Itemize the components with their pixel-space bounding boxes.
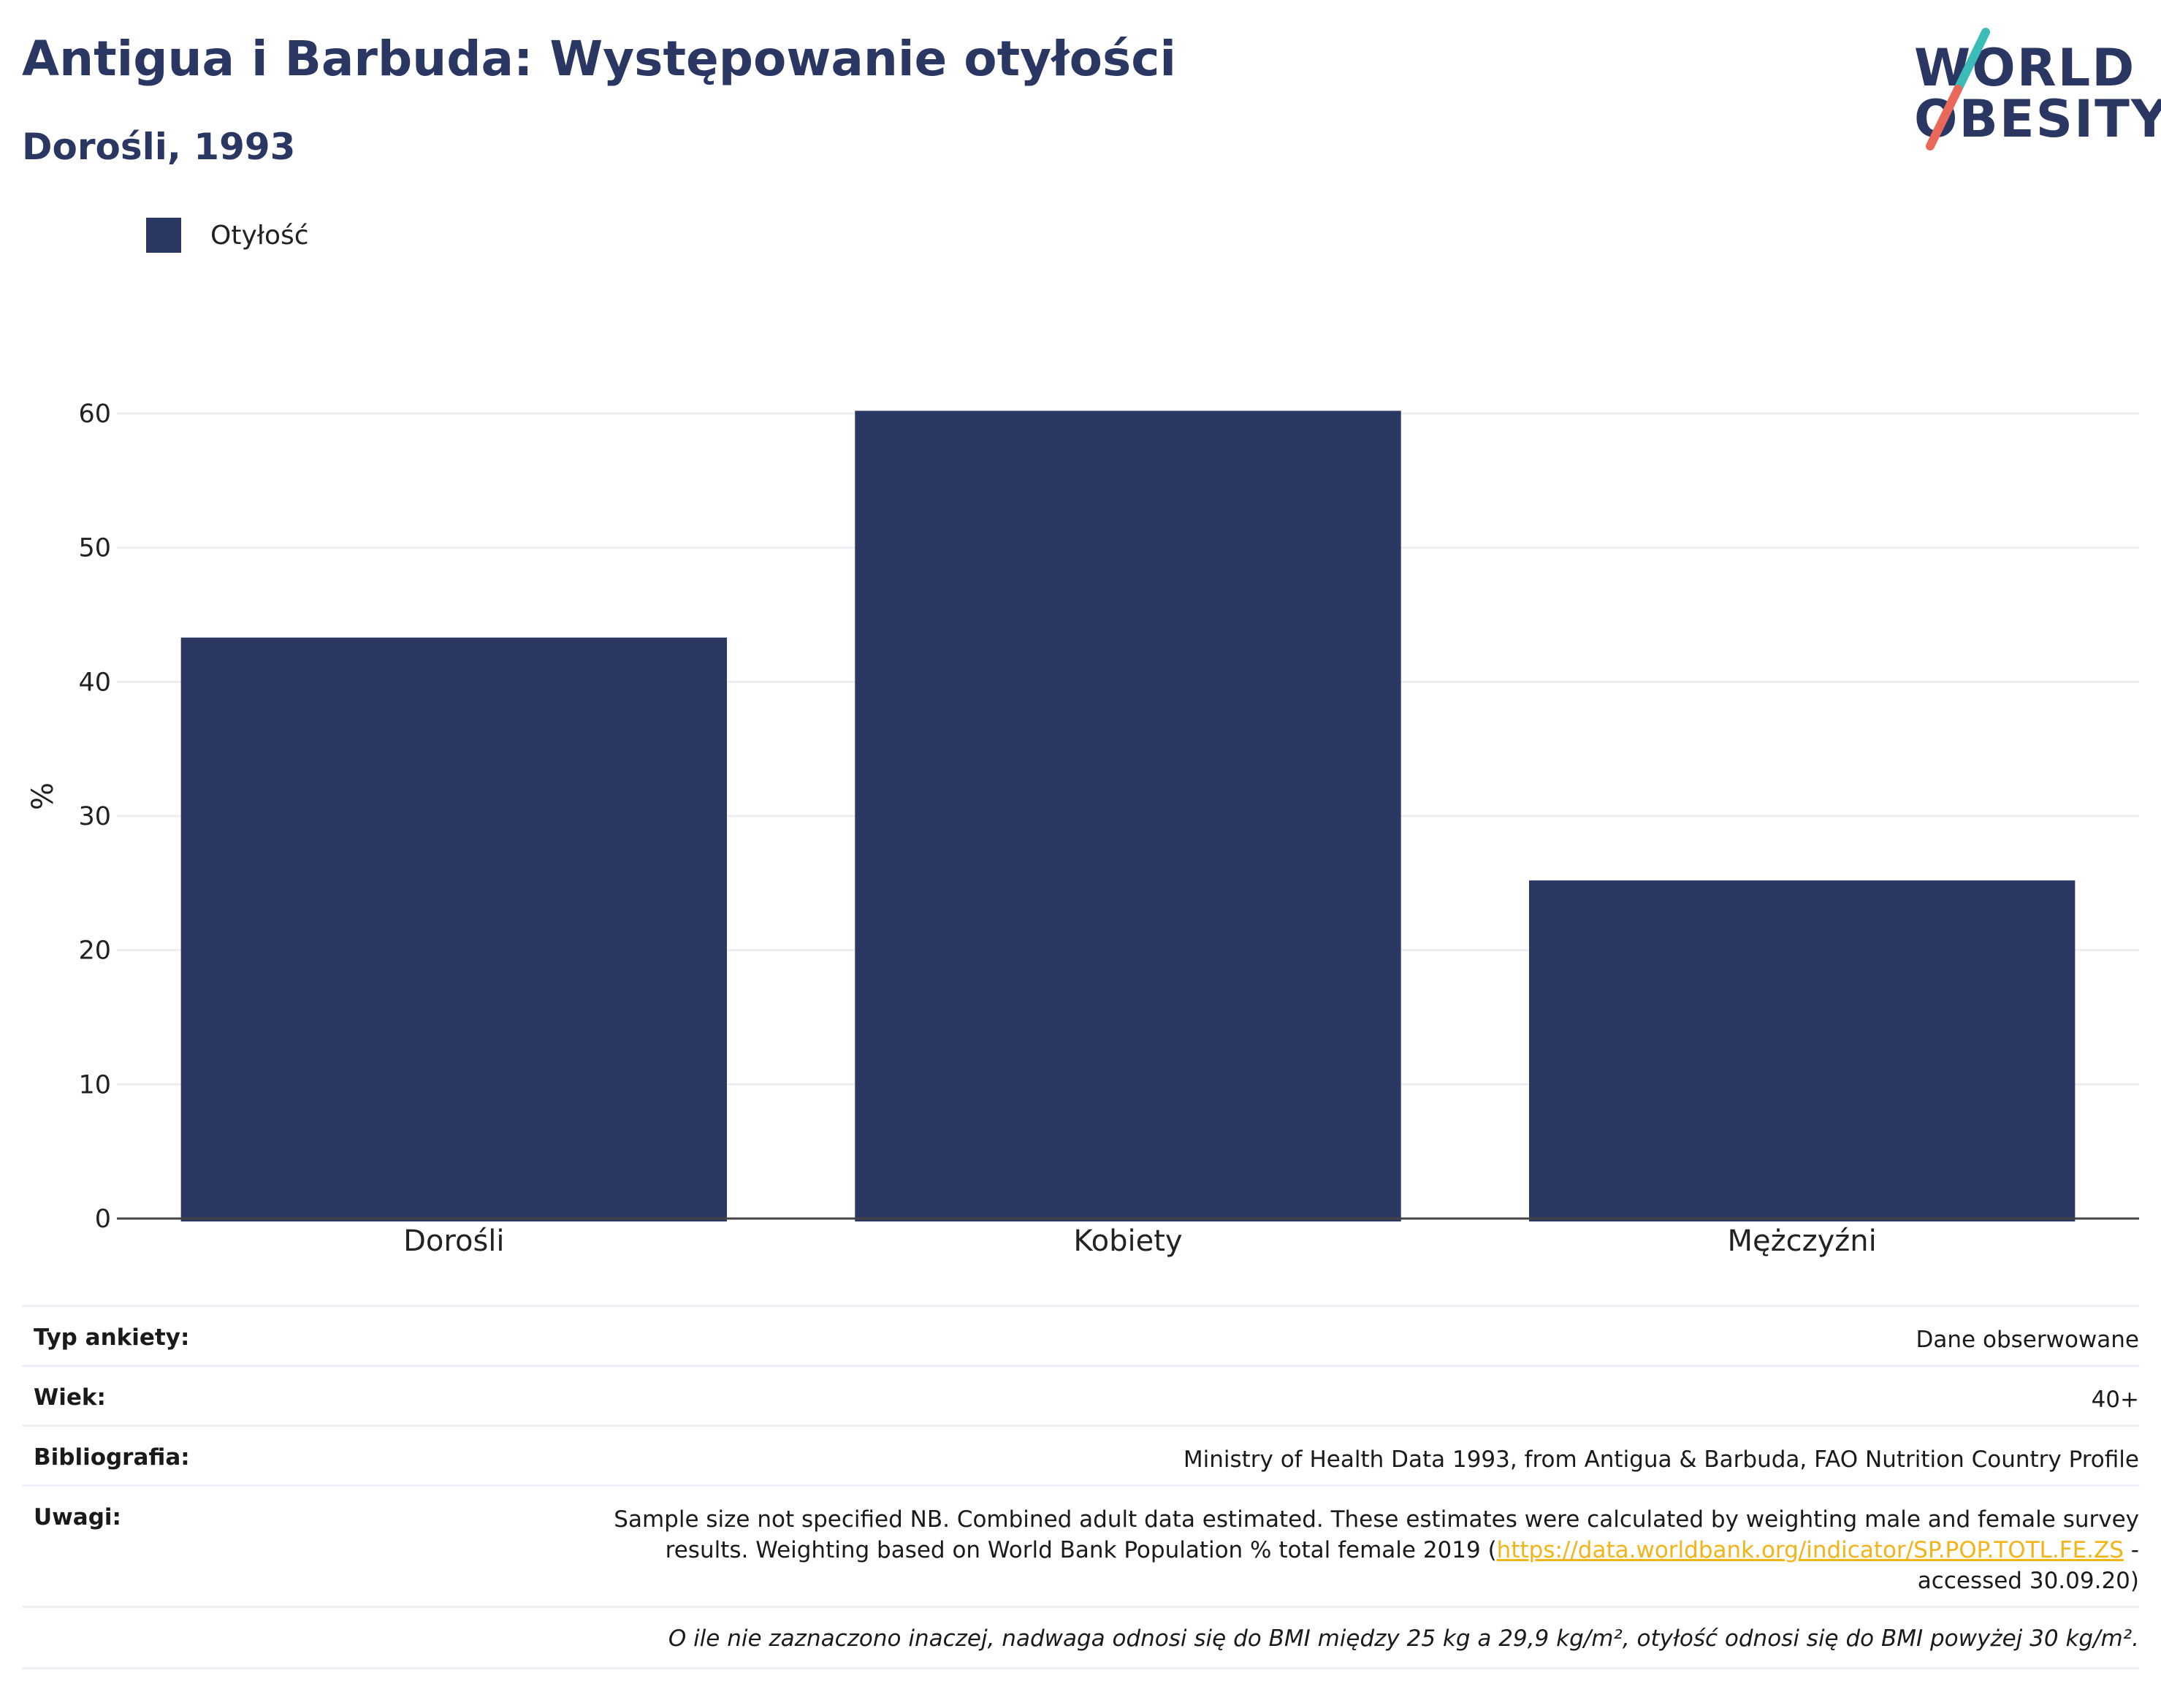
bar-1 bbox=[855, 411, 1401, 1221]
chart-legend: Otyłość bbox=[146, 218, 309, 253]
info-row-age: Wiek: 40+ bbox=[22, 1365, 2139, 1425]
y-tick-label-30: 30 bbox=[78, 802, 111, 831]
y-tick-label-40: 40 bbox=[78, 668, 111, 697]
legend-label-obesity: Otyłość bbox=[210, 220, 309, 251]
worldbank-link[interactable]: https://data.worldbank.org/indicator/SP.… bbox=[1496, 1537, 2124, 1563]
info-row-footnote: O ile nie zaznaczono inaczej, nadwaga od… bbox=[22, 1606, 2139, 1667]
bmi-footnote: O ile nie zaznaczono inaczej, nadwaga od… bbox=[668, 1625, 2139, 1652]
y-tick-label-60: 60 bbox=[78, 400, 111, 429]
notes-text-before: Sample size not specified NB. Combined a… bbox=[614, 1506, 2139, 1563]
logo-word-world: WORLD bbox=[1914, 38, 2136, 98]
x-tick-label-0: Dorośli bbox=[403, 1224, 504, 1258]
chart-title: Antigua i Barbuda: Występowanie otyłości bbox=[22, 31, 1177, 87]
y-tick-label-0: 0 bbox=[95, 1205, 111, 1234]
bibliography-label: Bibliografia: bbox=[34, 1444, 190, 1471]
notes-value: Sample size not specified NB. Combined a… bbox=[605, 1504, 2139, 1596]
legend-swatch-obesity bbox=[146, 218, 181, 253]
y-axis-label: % bbox=[26, 782, 60, 810]
age-label: Wiek: bbox=[34, 1384, 106, 1411]
bar-chart: 0 10 20 30 40 50 60 Dorośli Kobiety Mężczyźni% bbox=[26, 400, 2139, 1258]
y-tick-label-20: 20 bbox=[78, 937, 111, 966]
survey-type-label: Typ ankiety: bbox=[34, 1324, 190, 1351]
world-obesity-logo: WORLD OBESITY bbox=[1899, 22, 2161, 153]
axis-layer: 0 10 20 30 40 50 60 Dorośli Kobiety Mężczyźni% bbox=[26, 400, 2139, 1258]
y-tick-label-50: 50 bbox=[78, 534, 111, 563]
info-row-bibliography: Bibliografia: Ministry of Health Data 19… bbox=[22, 1425, 2139, 1484]
info-row-survey-type: Typ ankiety: Dane obserwowane bbox=[22, 1305, 2139, 1365]
notes-text-after: - accessed 30.09.20) bbox=[1917, 1537, 2139, 1594]
x-tick-label-1: Kobiety bbox=[1073, 1224, 1182, 1258]
bar-0 bbox=[180, 637, 728, 1221]
survey-type-value: Dane obserwowane bbox=[1916, 1327, 2139, 1353]
table-bottom-border bbox=[22, 1667, 2139, 1669]
bibliography-value: Ministry of Health Data 1993, from Antig… bbox=[1183, 1446, 2139, 1473]
info-row-notes: Uwagi: Sample size not specified NB. Com… bbox=[22, 1484, 2139, 1606]
x-tick-label-2: Mężczyźni bbox=[1728, 1224, 1877, 1258]
bar-layer bbox=[180, 411, 2076, 1221]
age-value: 40+ bbox=[2091, 1387, 2139, 1413]
logo-slash-icon bbox=[1926, 28, 1990, 150]
notes-label: Uwagi: bbox=[34, 1504, 121, 1530]
chart-subtitle: Dorośli, 1993 bbox=[22, 126, 296, 168]
info-table: Typ ankiety: Dane obserwowane Wiek: 40+ … bbox=[22, 1305, 2139, 1669]
bar-2 bbox=[1528, 880, 2076, 1221]
y-tick-label-10: 10 bbox=[78, 1070, 111, 1099]
